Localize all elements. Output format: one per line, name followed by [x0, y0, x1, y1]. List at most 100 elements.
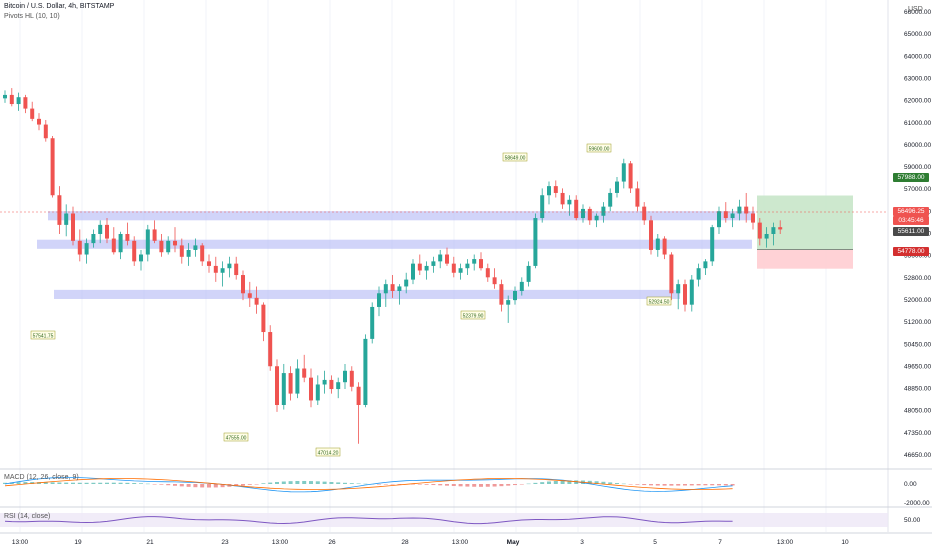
candle-body — [30, 108, 35, 119]
macd-histogram-bar — [302, 480, 307, 484]
candle-body — [642, 206, 647, 221]
price-tick-label: 46650.00 — [904, 452, 931, 459]
pivot-label-text: 52379.90 — [463, 314, 484, 320]
price-tick-label: 53600.00 — [904, 253, 931, 260]
macd-tick-label: -2000.00 — [904, 500, 930, 507]
macd-histogram-bar — [254, 484, 259, 485]
price-tick-label: 63000.00 — [904, 75, 931, 82]
macd-histogram-bar — [601, 481, 606, 484]
candle-body — [193, 245, 198, 250]
price-tick-label: 52800.00 — [904, 275, 931, 282]
macd-histogram-bar — [560, 480, 565, 484]
macd-line — [4, 477, 733, 493]
rsi-tick-label: 50.00 — [904, 517, 921, 524]
macd-histogram-bar — [397, 484, 402, 485]
candle-body — [649, 220, 653, 250]
candle-body — [173, 240, 177, 246]
candle-body — [377, 293, 381, 307]
pivot-label-text: 59600.00 — [589, 147, 610, 153]
price-tick-label: 57000.00 — [904, 186, 931, 193]
macd-histogram-bar — [241, 484, 245, 486]
candle-body — [635, 188, 640, 207]
rsi-label[interactable]: RSI (14, close) — [4, 513, 51, 520]
price-axis[interactable]: 66000.00 65000.00 64000.00 63000.00 62000.00… — [904, 9, 931, 459]
candle-body — [186, 249, 191, 257]
macd-histogram-bar — [615, 483, 619, 484]
time-tick-label: 13:00 — [452, 539, 469, 546]
candle-body — [295, 368, 300, 394]
macd-histogram-bar — [703, 484, 708, 486]
macd-histogram-bar — [465, 484, 470, 487]
macd-histogram-bar — [98, 482, 103, 484]
candle-body — [166, 240, 171, 253]
pivot-label-box — [30, 330, 56, 340]
pivot-label-box — [460, 310, 486, 320]
time-tick-label: 7 — [718, 539, 722, 546]
macd-histogram-bar — [526, 483, 531, 485]
macd-histogram-bar — [594, 481, 599, 484]
candle-body — [390, 284, 395, 291]
candle-body — [737, 206, 742, 214]
macd-histogram-bar — [513, 484, 517, 486]
pivot-label-text: 58649.00 — [505, 156, 526, 162]
price-tick-label: 51200.00 — [904, 319, 931, 326]
macd-histogram-bar — [669, 484, 674, 486]
candle-body — [683, 284, 687, 305]
candle-body — [84, 243, 89, 255]
macd-histogram-bar — [411, 484, 415, 485]
macd-histogram-bar — [710, 484, 715, 486]
macd-histogram-bar — [159, 484, 164, 485]
support-resistance-zones — [37, 211, 755, 299]
time-tick-label: 26 — [328, 539, 336, 546]
symbol-title[interactable]: Bitcoin / U.S. Dollar, 4h, BITSTAMP — [4, 3, 115, 10]
macd-histogram-bar — [220, 484, 225, 488]
candle-body — [200, 245, 205, 262]
candle-body — [261, 304, 266, 333]
macd-histogram-bar — [431, 484, 436, 486]
macd-histogram-bar — [438, 484, 443, 486]
macd-histogram-bar — [485, 484, 490, 487]
candle-body — [574, 199, 579, 219]
pivot-label-text: 52924.50 — [649, 300, 670, 306]
macd-histogram-bar — [288, 481, 293, 484]
time-tick-label: 19 — [74, 539, 82, 546]
candle-body — [159, 240, 164, 253]
candle-body — [383, 284, 388, 294]
price-tick-label: 60000.00 — [904, 142, 931, 149]
pivot-label-high2: 59600.00 — [586, 143, 612, 153]
time-tick-label: 13:00 — [12, 539, 29, 546]
candle-body — [533, 218, 538, 266]
candle-body — [349, 370, 354, 387]
candle-body — [254, 297, 259, 305]
macd-histogram-bar — [533, 482, 538, 484]
macd-label[interactable]: MACD (12, 26, close, 9) — [4, 474, 79, 481]
indicator-label[interactable]: Pivots HL (10, 10) — [4, 13, 60, 20]
candle-body — [655, 238, 660, 250]
time-tick-label: 28 — [401, 539, 409, 546]
macd-histogram-bar — [295, 480, 300, 484]
time-axis[interactable]: 13:00 19 21 23 13:00 26 28 13:00 May 3 5 7 13:00 10 — [12, 539, 849, 546]
candle-body — [329, 379, 334, 390]
pivot-label-box — [223, 432, 249, 442]
macd-histogram-bar — [77, 482, 82, 484]
macd-histogram-bar — [390, 484, 395, 485]
currency-label[interactable]: USD — [908, 6, 923, 13]
candle-body — [50, 138, 55, 196]
candlestick-series — [3, 88, 783, 444]
pivot-label-low3: 47014.20 — [315, 447, 341, 457]
candle-body — [757, 222, 762, 239]
macd-histogram-bar — [655, 484, 660, 486]
candle-body — [91, 234, 96, 244]
pivot-label-box — [315, 447, 341, 457]
macd-histogram-bar — [200, 484, 205, 488]
candle-body — [247, 293, 252, 298]
macd-histogram-bar — [145, 483, 150, 485]
macd-histogram-bar — [186, 484, 191, 487]
loss-area — [757, 249, 853, 269]
stop-price-tag: 54778.00 — [893, 247, 929, 256]
macd-histogram-bar — [445, 484, 449, 486]
candle-body — [132, 240, 137, 262]
macd-histogram-bar — [499, 484, 504, 487]
